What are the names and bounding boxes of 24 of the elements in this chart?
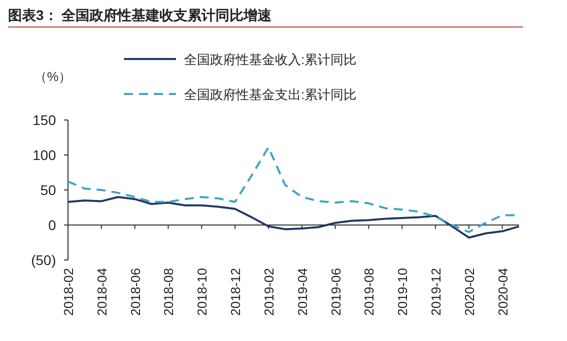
y-tick-label: 50 — [40, 182, 56, 198]
line-series — [67, 196, 520, 239]
x-tick-label: 2019-02 — [261, 268, 276, 316]
y-axis-title: （%） — [34, 69, 72, 84]
legend-label: 全国政府性基金支出:累计同比 — [184, 87, 357, 102]
legend-label: 全国政府性基金收入:累计同比 — [184, 52, 357, 67]
x-tick-label: 2018-12 — [228, 268, 244, 316]
x-tick-label: 2019-10 — [395, 268, 410, 316]
x-tick-label: 2018-06 — [128, 268, 143, 316]
x-tick-label: 2019-12 — [428, 268, 444, 316]
x-tick-label: 2018-04 — [94, 268, 110, 316]
x-tick-label: 2020-02 — [462, 268, 477, 316]
y-tick-label: 0 — [48, 217, 56, 233]
y-tick-label: 150 — [32, 112, 56, 128]
y-tick-label: 100 — [32, 147, 56, 163]
x-tick-label: 2019-04 — [294, 268, 310, 316]
x-tick-label: 2019-08 — [362, 268, 377, 316]
x-tick-label: 2018-02 — [61, 268, 76, 316]
x-tick-label: 2020-04 — [495, 268, 510, 316]
x-tick-label: 2019-06 — [328, 268, 344, 316]
chart-title: 图表3： 全国政府性基建收支累计同比增速 — [8, 7, 273, 23]
x-tick-label: 2018-08 — [161, 268, 176, 316]
x-tick-label: 2018-10 — [194, 268, 210, 316]
y-tick-label: (50) — [31, 252, 56, 268]
